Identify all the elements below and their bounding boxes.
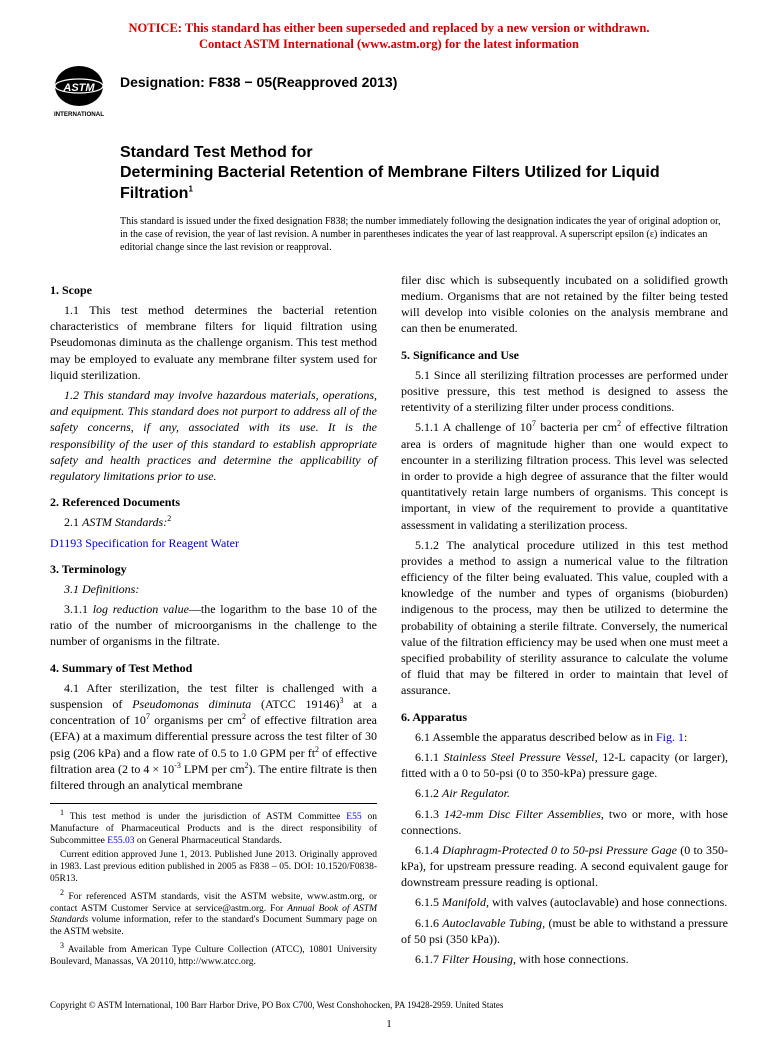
para-1-2: 1.2 This standard may involve hazardous … xyxy=(50,387,377,484)
title-block: Standard Test Method for Determining Bac… xyxy=(120,143,728,254)
astm-logo: ASTM INTERNATIONAL xyxy=(50,65,108,119)
para-4-1: 4.1 After sterilization, the test filter… xyxy=(50,680,377,793)
footnote-1: 1 This test method is under the jurisdic… xyxy=(50,808,377,848)
copyright: Copyright © ASTM International, 100 Barr… xyxy=(50,999,728,1011)
supersession-notice: NOTICE: This standard has either been su… xyxy=(50,20,728,53)
svg-text:INTERNATIONAL: INTERNATIONAL xyxy=(54,111,104,118)
para-6-1-4: 6.1.4 Diaphragm-Protected 0 to 50-psi Pr… xyxy=(401,842,728,891)
para-1-1: 1.1 This test method determines the bact… xyxy=(50,302,377,383)
header-row: ASTM INTERNATIONAL Designation: F838 − 0… xyxy=(50,65,728,119)
para-6-1-5: 6.1.5 Manifold, with valves (autoclavabl… xyxy=(401,894,728,910)
footnote-2: 2 For referenced ASTM standards, visit t… xyxy=(50,888,377,940)
title-line1: Standard Test Method for xyxy=(120,144,313,161)
apparatus-heading: 6. Apparatus xyxy=(401,709,728,725)
para-6-1-2: 6.1.2 Air Regulator. xyxy=(401,785,728,801)
standard-title: Standard Test Method for Determining Bac… xyxy=(120,143,728,205)
para-6-1-7: 6.1.7 Filter Housing, with hose connecti… xyxy=(401,951,728,967)
notice-line2: Contact ASTM International (www.astm.org… xyxy=(199,37,579,51)
link-d1193[interactable]: D1193 xyxy=(50,536,82,550)
scope-heading: 1. Scope xyxy=(50,282,377,298)
ref-d1193: D1193 Specification for Reagent Water xyxy=(50,535,377,551)
link-e55[interactable]: E55 xyxy=(346,812,361,822)
para-5-1-2: 5.1.2 The analytical procedure utilized … xyxy=(401,537,728,699)
summary-heading: 4. Summary of Test Method xyxy=(50,660,377,676)
designation: Designation: F838 − 05(Reapproved 2013) xyxy=(120,73,397,92)
link-e55-03[interactable]: E55.03 xyxy=(107,836,134,846)
referenced-heading: 2. Referenced Documents xyxy=(50,494,377,510)
para-6-1: 6.1 Assemble the apparatus described bel… xyxy=(401,729,728,745)
para-6-1-1: 6.1.1 Stainless Steel Pressure Vessel, 1… xyxy=(401,749,728,781)
para-3-1-1: 3.1.1 log reduction value—the logarithm … xyxy=(50,601,377,650)
significance-heading: 5. Significance and Use xyxy=(401,347,728,363)
page-number: 1 xyxy=(50,1017,728,1032)
issuance-note: This standard is issued under the fixed … xyxy=(120,215,728,254)
svg-text:ASTM: ASTM xyxy=(62,82,95,94)
para-5-1: 5.1 Since all sterilizing filtration pro… xyxy=(401,367,728,416)
title-line2: Determining Bacterial Retention of Membr… xyxy=(120,164,660,202)
body-columns: 1. Scope 1.1 This test method determines… xyxy=(50,272,728,971)
para-6-1-6: 6.1.6 Autoclavable Tubing, (must be able… xyxy=(401,915,728,947)
footnote-3: 3 Available from American Type Culture C… xyxy=(50,941,377,969)
para-6-1-3: 6.1.3 142-mm Disc Filter Assemblies, two… xyxy=(401,806,728,838)
footnotes: 1 This test method is under the jurisdic… xyxy=(50,803,377,969)
para-3-1: 3.1 Definitions: xyxy=(50,581,377,597)
footnote-1b: Current edition approved June 1, 2013. P… xyxy=(50,850,377,886)
link-fig1[interactable]: Fig. 1 xyxy=(656,730,684,744)
terminology-heading: 3. Terminology xyxy=(50,561,377,577)
para-2-1: 2.1 ASTM Standards:2 xyxy=(50,514,377,530)
para-5-1-1: 5.1.1 A challenge of 107 bacteria per cm… xyxy=(401,419,728,532)
para-4-1-cont: filer disc which is subsequently incubat… xyxy=(401,272,728,337)
notice-line1: NOTICE: This standard has either been su… xyxy=(128,21,649,35)
title-footnote-ref: 1 xyxy=(188,185,192,194)
